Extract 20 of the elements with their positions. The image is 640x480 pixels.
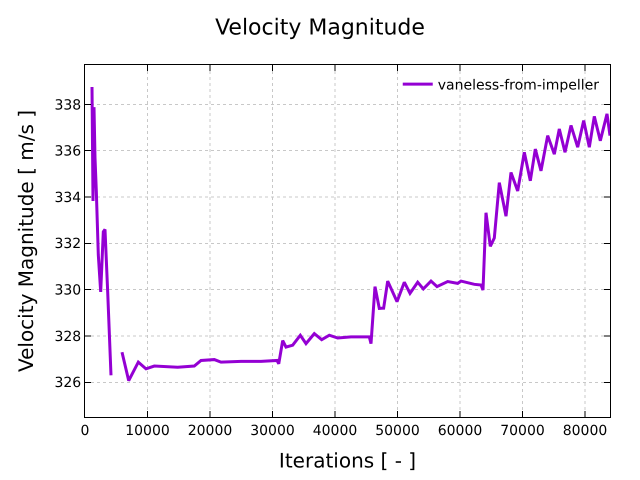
y-tick-label: 338 xyxy=(54,97,82,114)
x-tick-label: 80000 xyxy=(562,422,608,439)
legend-label: vaneless-from-impeller xyxy=(438,78,600,94)
chart-title: Velocity Magnitude xyxy=(215,16,425,41)
x-tick-label: 70000 xyxy=(500,422,545,439)
y-tick-label: 330 xyxy=(54,282,82,299)
y-tick-label: 336 xyxy=(54,144,82,160)
x-axis-title: Iterations [ - ] xyxy=(278,448,416,472)
y-tick-label: 326 xyxy=(54,375,82,392)
y-axis-title: Velocity Magnitude [ m/s ] xyxy=(14,110,38,372)
x-tick-label: 0 xyxy=(80,422,90,439)
y-tick-label: 332 xyxy=(54,236,82,252)
x-tick-label: 10000 xyxy=(125,422,170,439)
y-tick-label: 328 xyxy=(54,328,82,345)
x-tick-label: 50000 xyxy=(375,422,420,439)
x-tick-label: 60000 xyxy=(438,422,482,439)
y-tick-label: 334 xyxy=(54,190,82,206)
x-tick-label: 30000 xyxy=(250,422,295,439)
x-tick-label: 20000 xyxy=(188,422,232,439)
x-tick-label: 40000 xyxy=(312,422,358,439)
